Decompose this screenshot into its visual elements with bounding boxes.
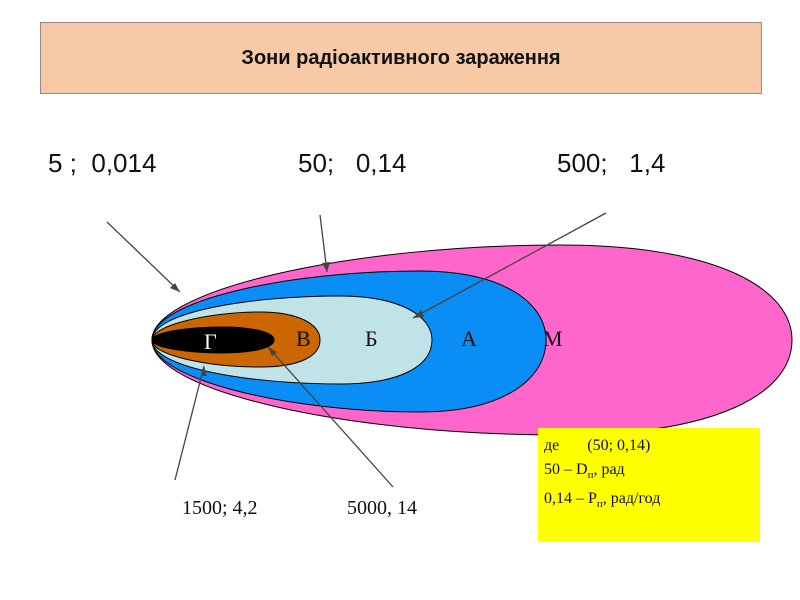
title-box: Зони радіоактивного зараження	[40, 22, 762, 94]
arrowhead-outer	[170, 283, 180, 292]
page-title: Зони радіоактивного зараження	[241, 46, 561, 69]
note-prefix: де	[544, 437, 560, 454]
arrowhead-middle	[322, 262, 330, 272]
arrow-outer-zone	[106, 221, 181, 293]
arrowhead-g	[268, 347, 277, 356]
legend-note: де (50; 0,14) 50 – Dп, рад 0,14 – Pп, ра…	[538, 428, 760, 542]
label-middle-zone-values: 50; 0,14	[298, 148, 407, 178]
label-zone-g-values: 5000, 14	[347, 497, 417, 519]
zone-m-letter: М	[543, 326, 563, 351]
note-dose-label: 50 – D	[544, 461, 588, 478]
arrow-inner-zone	[412, 212, 607, 319]
arrowhead-v	[202, 366, 207, 376]
zone-g-shape	[151, 326, 275, 354]
zone-b-letter: Б	[365, 326, 378, 351]
note-dose-sub: п	[587, 469, 594, 482]
arrow-middle-zone	[319, 214, 328, 273]
zone-v-letter: В	[296, 326, 311, 351]
note-rate-label: 0,14 – P	[544, 490, 597, 508]
note-value: (50; 0,14)	[587, 437, 651, 454]
arrow-zone-g	[267, 346, 394, 488]
arrowhead-inner	[413, 310, 424, 318]
note-line-2: 50 – Dп, рад	[544, 458, 754, 487]
label-inner-zone-values: 500; 1,4	[557, 148, 666, 178]
label-outer-zone-values: 5 ; 0,014	[48, 148, 157, 178]
label-zone-v-values: 1500; 4,2	[182, 497, 258, 519]
pointer-arrows	[106, 212, 607, 488]
note-dose-unit: , рад	[593, 461, 625, 478]
note-rate-sub: п	[596, 498, 603, 511]
note-rate-unit: , рад/год	[602, 490, 661, 508]
note-line-3: 0,14 – Pп, рад/год	[544, 487, 754, 516]
arrow-heads	[170, 262, 424, 376]
zone-a-letter: А	[461, 326, 477, 351]
arrow-zone-v	[174, 365, 205, 481]
zone-g-letter: Г	[204, 329, 217, 354]
note-line-1: де (50; 0,14)	[544, 434, 754, 458]
